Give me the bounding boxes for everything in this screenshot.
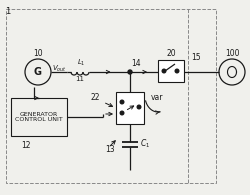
Text: 13: 13 [105,145,115,154]
Text: $C_1$: $C_1$ [140,138,150,150]
Text: var: var [151,93,164,103]
Text: 12: 12 [21,141,30,150]
Text: 22: 22 [90,93,100,103]
Circle shape [120,100,124,104]
Text: 15: 15 [191,53,200,63]
Text: G: G [34,67,42,77]
Text: $L_1$: $L_1$ [77,58,85,68]
Bar [11,98,67,136]
Text: 20: 20 [166,50,176,58]
Text: 10: 10 [33,50,43,58]
Circle shape [128,70,132,74]
Circle shape [120,111,124,115]
Circle shape [137,105,141,109]
Text: GENERATOR
CONTROL UNIT: GENERATOR CONTROL UNIT [15,112,63,122]
Bar [6,9,216,183]
Text: $V_{out}$: $V_{out}$ [52,64,66,74]
Text: 14: 14 [131,58,140,67]
Text: 1: 1 [5,7,10,16]
Circle shape [175,69,179,73]
Bar [116,92,144,124]
Circle shape [162,69,166,73]
Text: 100: 100 [225,50,239,58]
Text: 11: 11 [76,76,84,82]
Bar [158,60,184,82]
